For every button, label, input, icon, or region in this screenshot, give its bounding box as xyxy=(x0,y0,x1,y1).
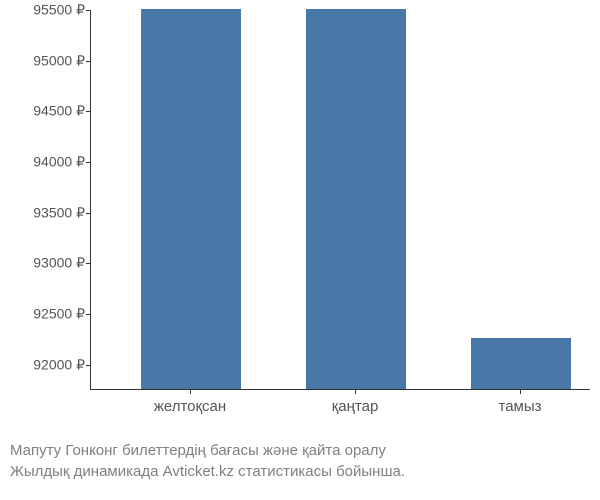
chart-bar xyxy=(306,9,406,389)
y-tick-mark xyxy=(86,263,90,264)
x-tick-mark xyxy=(520,390,521,394)
chart-caption: Мапуту Гонконг билеттердің бағасы және қ… xyxy=(10,440,590,482)
x-tick-label: қаңтар xyxy=(332,398,379,415)
y-tick-mark xyxy=(86,213,90,214)
plot-area xyxy=(90,10,590,390)
y-tick-label: 94500 ₽ xyxy=(33,103,85,120)
y-tick-mark xyxy=(86,61,90,62)
chart-container: 95500 ₽95000 ₽94500 ₽94000 ₽93500 ₽93000… xyxy=(0,10,600,430)
chart-bar xyxy=(141,9,241,389)
y-tick-mark xyxy=(86,365,90,366)
x-tick-label: тамыз xyxy=(498,398,541,415)
y-tick-mark xyxy=(86,162,90,163)
chart-bar xyxy=(471,338,571,389)
y-tick-label: 95000 ₽ xyxy=(33,52,85,69)
y-tick-label: 92500 ₽ xyxy=(33,306,85,323)
y-tick-label: 93500 ₽ xyxy=(33,204,85,221)
x-tick-label: желтоқсан xyxy=(154,398,226,415)
y-tick-mark xyxy=(86,111,90,112)
caption-line-2: Жылдық динамикада Avticket.kz статистика… xyxy=(10,463,405,480)
x-tick-mark xyxy=(355,390,356,394)
y-tick-label: 95500 ₽ xyxy=(33,2,85,19)
y-tick-label: 93000 ₽ xyxy=(33,255,85,272)
y-tick-label: 92000 ₽ xyxy=(33,356,85,373)
y-tick-label: 94000 ₽ xyxy=(33,154,85,171)
y-tick-mark xyxy=(86,10,90,11)
caption-line-1: Мапуту Гонконг билеттердің бағасы және қ… xyxy=(10,442,386,459)
x-tick-mark xyxy=(190,390,191,394)
y-tick-mark xyxy=(86,314,90,315)
